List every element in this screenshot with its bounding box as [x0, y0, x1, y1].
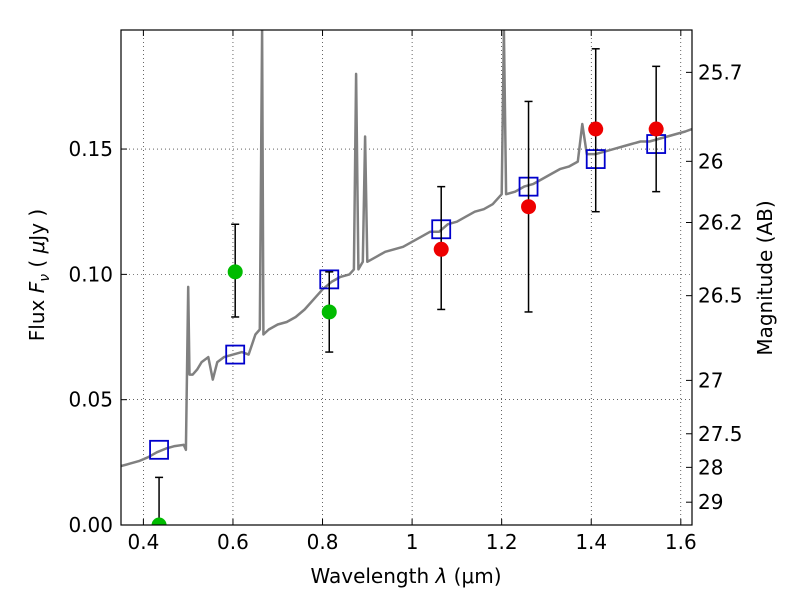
x-tick-label: 0.6	[217, 530, 249, 554]
series-template-spectrum	[121, 30, 692, 468]
magnitude-tick-label: 28	[698, 455, 723, 479]
magnitude-tick-label: 25.7	[698, 60, 743, 84]
series-low-significance	[151, 223, 337, 525]
x-tick-label: 0.4	[127, 530, 159, 554]
y-axis: 0.00 0.05 0.10 0.15	[68, 137, 127, 537]
model-square-marker	[149, 439, 169, 460]
grid-lines	[121, 30, 692, 526]
magnitude-tick-label: 27.5	[698, 422, 743, 446]
x-tick-label: 1.4	[575, 530, 607, 554]
plot-area	[121, 30, 692, 525]
magnitude-tick-label: 29	[698, 490, 723, 514]
x-tick-label: 1.6	[665, 530, 697, 554]
x-axis: 0.4 0.6 0.8 1 1.2 1.4 1.6	[127, 30, 697, 554]
photometry-point	[227, 264, 243, 280]
photometry-point	[321, 304, 337, 320]
photometry-point	[521, 199, 537, 215]
magnitude-axis: 25.7 26 26.2 26.5 27 27.5 28 29	[686, 60, 743, 514]
magnitude-tick-label: 26	[698, 149, 723, 173]
x-tick-label: 1	[406, 530, 419, 554]
model-square-marker	[225, 344, 246, 365]
magnitude-tick-label: 27	[698, 368, 723, 392]
y-tick-label: 0.05	[68, 388, 113, 412]
x-axis-label: Wavelength λ (μm)	[310, 564, 501, 588]
magnitude-tick-label: 26.5	[698, 284, 743, 308]
plot-frame	[120, 29, 693, 526]
series-detections	[433, 48, 664, 313]
photometry-point	[433, 241, 449, 257]
series-model-photometry	[149, 134, 667, 460]
magnitude-axis-label: Magnitude (AB)	[753, 200, 777, 355]
photometry-point	[588, 121, 604, 137]
x-tick-label: 0.8	[307, 530, 339, 554]
y-tick-label: 0.15	[68, 137, 113, 161]
magnitude-tick-label: 26.2	[698, 210, 743, 234]
y-axis-label: Flux Fν ( μJy )	[25, 209, 53, 341]
spectrum-line	[121, 30, 692, 468]
photometry-point	[648, 121, 664, 137]
x-tick-label: 1.2	[486, 530, 518, 554]
y-tick-label: 0.00	[68, 513, 113, 537]
photometry-point	[151, 517, 167, 525]
y-tick-label: 0.10	[68, 262, 113, 286]
